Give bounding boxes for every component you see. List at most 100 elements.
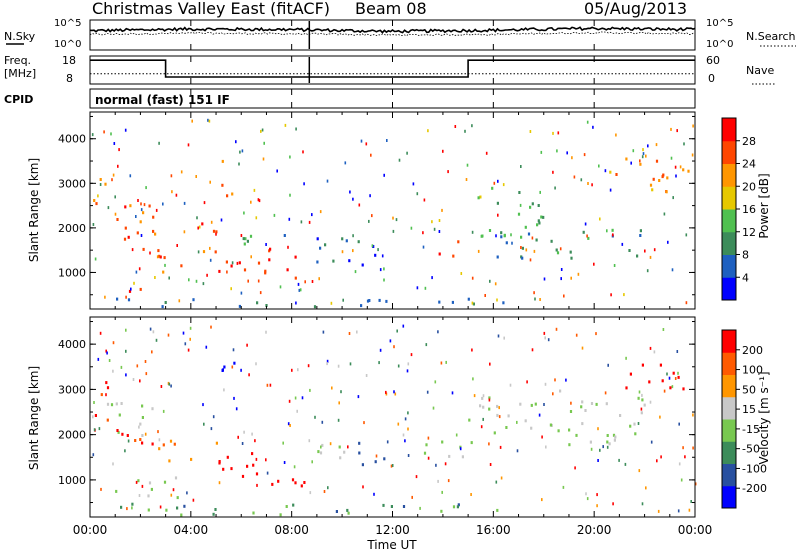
velocity-noise [482,417,484,421]
power-cell [128,289,132,293]
velocity-noise [641,502,644,506]
power-noise [137,199,139,202]
power-noise [573,175,576,179]
power-cell [202,250,206,254]
velocity-cell [215,441,218,445]
velocity-cell [559,389,562,393]
power-noise [260,129,262,133]
freq-trace [90,57,695,83]
power-noise [533,249,536,253]
velocity-cell [461,455,464,459]
power-noise [326,179,329,183]
power-noise [621,242,624,246]
velocity-noise [266,471,269,475]
power-cell [158,254,161,258]
velocity-cell [343,450,346,454]
power-cell [268,258,271,262]
velocity-cell [590,402,594,405]
power-cell [319,246,322,250]
power-noise [392,216,394,220]
velocity-panel: 4000 3000 2000 1000 Slant Range [km] 200 100… [27,316,771,518]
velocity-noise [108,359,111,362]
power-noise [289,155,291,159]
velocity-cell [637,396,640,400]
velocity-noise [692,413,694,417]
velocity-noise [314,415,316,419]
power-noise [529,130,532,133]
velocity-noise [678,462,681,466]
velocity-cell [581,422,584,426]
power-noise [655,143,658,147]
power-cell [324,243,327,247]
velocity-noise [282,441,284,445]
power-cbar-tick-label: 28 [742,135,756,148]
power-noise [318,277,320,281]
power-noise [580,178,583,182]
power-cell [505,241,508,245]
power-y-tick-label: 4000 [58,133,86,146]
power-noise [386,139,388,142]
velocity-noise [411,495,413,499]
velocity-noise [297,368,299,372]
velocity-noise [397,364,400,368]
power-noise [240,234,243,237]
power-cell [345,239,348,243]
velocity-cbar-tick-label: -200 [742,482,767,495]
velocity-noise [331,386,333,390]
velocity-noise [326,359,329,363]
velocity-noise [489,463,492,466]
power-data [91,118,694,309]
power-noise [441,208,443,212]
velocity-cell [425,443,428,447]
velocity-cell [169,439,173,443]
power-noise [639,159,641,163]
power-cell [569,250,572,254]
velocity-cell [214,508,217,511]
velocity-noise [120,365,123,369]
power-noise [433,227,436,231]
velocity-noise [187,348,190,352]
velocity-noise [323,490,326,493]
velocity-noise [597,427,599,431]
power-noise [103,130,105,134]
power-noise [104,295,106,299]
velocity-noise [248,373,250,377]
x-axis-label: Time UT [366,538,417,552]
power-noise [438,230,441,233]
power-noise [570,276,572,280]
freq-tick-high: 18 [62,54,76,67]
power-noise [471,124,473,128]
power-cell [265,304,268,307]
power-cell [201,222,204,226]
velocity-cell [402,505,406,508]
velocity-cbar-tick-label: -100 [742,462,767,475]
velocity-noise [144,360,147,363]
velocity-cell [496,508,499,512]
velocity-cell [212,512,215,516]
velocity-noise [482,394,485,398]
velocity-noise [498,415,501,419]
velocity-cell [530,403,533,407]
power-cell [95,202,98,206]
power-noise [485,151,488,155]
power-cell [218,269,221,273]
power-noise [210,220,213,224]
velocity-noise [625,356,627,360]
power-noise [113,142,116,145]
velocity-cell [584,409,587,412]
power-noise [124,128,127,132]
velocity-noise [184,342,187,346]
power-cell [123,237,127,241]
velocity-noise [425,343,428,347]
power-noise [647,144,649,148]
nsky-label: N.Sky [4,30,36,43]
velocity-noise [243,430,245,434]
velocity-noise [497,334,500,338]
power-cell [535,238,538,242]
velocity-noise [602,445,604,449]
power-noise [203,201,206,205]
velocity-cell [677,375,680,379]
power-cell [438,300,441,304]
power-noise [587,182,589,185]
velocity-cell [505,426,508,429]
